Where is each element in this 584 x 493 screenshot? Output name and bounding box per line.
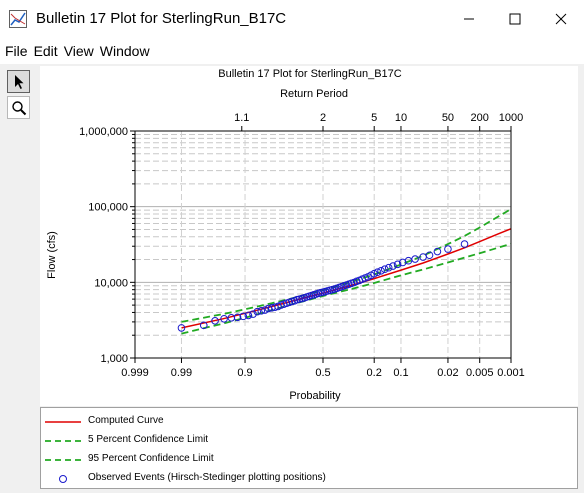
observed-event-point: [211, 317, 219, 325]
menu-window[interactable]: Window: [99, 43, 150, 59]
maximize-icon: [509, 13, 521, 25]
legend-item-5pct: 5 Percent Confidence Limit: [41, 433, 577, 451]
observed-event-point: [384, 263, 393, 272]
top-tick-label: 2: [320, 112, 326, 124]
observed-event-point: [377, 267, 385, 275]
frequency-plot: Bulletin 17 Plot for SterlingRun_B17C Re…: [40, 66, 578, 406]
confidence-5pct-line: [181, 208, 512, 323]
x-tick-label: 0.5: [315, 367, 330, 379]
menu-bar: File Edit View Window: [0, 38, 584, 64]
legend-label-observed: Observed Events (Hirsch-Stedinger plotti…: [88, 472, 326, 483]
y-tick-label: 1,000: [100, 353, 128, 365]
top-tick-label: 1000: [499, 112, 523, 124]
observed-event-point: [380, 265, 389, 274]
top-tick-label: 10: [395, 112, 407, 124]
top-tick-label: 50: [442, 112, 454, 124]
observed-event-point: [220, 314, 228, 323]
x-tick-label: 0.99: [171, 367, 192, 379]
legend-item-observed: Observed Events (Hirsch-Stedinger plotti…: [41, 471, 577, 489]
legend-item-computed: Computed Curve: [41, 414, 577, 432]
y-tick-label: 1,000,000: [79, 126, 128, 138]
close-icon: [555, 13, 567, 25]
confidence-95pct-line: [181, 242, 512, 335]
y-tick-label: 100,000: [88, 202, 128, 214]
title-bar: Bulletin 17 Plot for SterlingRun_B17C: [0, 0, 584, 38]
observed-event-point: [433, 247, 442, 256]
legend-label-95pct: 95 Percent Confidence Limit: [88, 453, 214, 464]
y-axis-label: Flow (cfs): [46, 231, 58, 279]
pointer-tool[interactable]: [7, 70, 30, 93]
legend-line-95pct: [45, 459, 81, 461]
observed-event-point: [233, 313, 242, 322]
observed-event-point: [389, 262, 397, 270]
legend-marker-observed: [59, 475, 67, 483]
observed-event-point: [244, 311, 253, 320]
menu-view[interactable]: View: [63, 43, 94, 59]
legend-label-5pct: 5 Percent Confidence Limit: [88, 434, 209, 445]
observed-event-point: [393, 260, 402, 269]
menu-edit[interactable]: Edit: [33, 43, 58, 59]
arrow-pointer-icon: [14, 74, 23, 89]
observed-event-point: [425, 251, 434, 260]
plot-panel: Bulletin 17 Plot for SterlingRun_B17C Re…: [40, 66, 578, 406]
window-title: Bulletin 17 Plot for SterlingRun_B17C: [36, 10, 287, 27]
x-tick-label: 0.2: [367, 367, 382, 379]
observed-event-point: [373, 268, 382, 277]
close-button[interactable]: [538, 0, 584, 38]
top-tick-label: 200: [471, 112, 489, 124]
x-tick-label: 0.999: [121, 367, 149, 379]
observed-event-point: [199, 321, 208, 330]
legend-label-computed: Computed Curve: [88, 415, 164, 426]
observed-event-point: [257, 307, 266, 315]
observed-event-point: [460, 240, 469, 248]
zoom-tool[interactable]: [7, 96, 30, 119]
observed-event-point: [253, 307, 262, 316]
menu-file[interactable]: File: [5, 43, 28, 59]
observed-event-point: [444, 245, 452, 253]
legend-line-computed: [45, 421, 81, 423]
minimize-icon: [464, 18, 474, 20]
legend-item-95pct: 95 Percent Confidence Limit: [41, 452, 577, 470]
x-tick-label: 0.9: [237, 367, 252, 379]
observed-event-point: [261, 306, 269, 314]
observed-event-point: [411, 255, 419, 263]
chart-app-icon: [9, 10, 27, 28]
x-tick-label: 0.02: [437, 367, 458, 379]
x-tick-label: 0.005: [466, 367, 494, 379]
observed-event-point: [239, 312, 248, 321]
x-tick-label: 0.1: [393, 367, 408, 379]
observed-event-point: [249, 310, 257, 318]
chart-title: Bulletin 17 Plot for SterlingRun_B17C: [218, 68, 401, 80]
x-tick-label: 0.001: [497, 367, 525, 379]
top-tick-label: 5: [371, 112, 377, 124]
maximize-button[interactable]: [492, 0, 538, 38]
minimize-button[interactable]: [446, 0, 492, 38]
observed-event-point: [177, 324, 186, 332]
y-tick-label: 10,000: [94, 277, 128, 289]
x-axis-label: Probability: [289, 390, 341, 402]
legend-line-5pct: [45, 440, 81, 442]
magnifier-icon: [11, 100, 26, 115]
top-axis-label: Return Period: [280, 88, 348, 100]
top-tick-label: 1.1: [234, 112, 249, 124]
legend: Computed Curve 5 Percent Confidence Limi…: [40, 407, 578, 489]
